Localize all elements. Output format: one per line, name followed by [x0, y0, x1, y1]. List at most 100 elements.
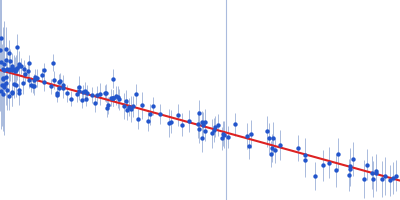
Point [24, 69, 31, 73]
Point [56, 87, 62, 90]
Point [333, 169, 340, 172]
Point [7, 60, 14, 63]
Point [60, 83, 66, 86]
Point [347, 168, 353, 171]
Point [9, 90, 15, 93]
Point [212, 125, 218, 128]
Point [200, 123, 206, 127]
Point [110, 77, 116, 80]
Point [84, 92, 90, 95]
Point [7, 67, 14, 71]
Point [244, 134, 250, 137]
Point [11, 82, 17, 86]
Point [196, 127, 202, 131]
Point [76, 89, 83, 92]
Point [76, 85, 82, 89]
Point [68, 97, 74, 100]
Point [139, 104, 145, 107]
Point [196, 111, 203, 114]
Point [248, 132, 254, 136]
Point [32, 75, 38, 78]
Point [277, 143, 284, 146]
Point [312, 175, 318, 178]
Point [6, 95, 12, 98]
Point [21, 67, 27, 71]
Point [245, 145, 252, 148]
Point [268, 152, 274, 155]
Point [0, 60, 4, 63]
Point [113, 94, 120, 97]
Point [50, 78, 57, 81]
Point [14, 46, 20, 49]
Point [126, 106, 132, 109]
Point [150, 104, 156, 108]
Point [215, 124, 222, 127]
Point [3, 75, 9, 78]
Point [13, 83, 19, 87]
Point [199, 136, 206, 140]
Point [393, 174, 400, 177]
Point [270, 136, 276, 140]
Point [26, 78, 32, 82]
Point [34, 76, 40, 80]
Point [4, 89, 10, 92]
Point [31, 84, 37, 88]
Point [0, 92, 7, 95]
Point [0, 37, 4, 40]
Point [373, 171, 379, 174]
Point [48, 85, 54, 88]
Point [41, 69, 47, 72]
Point [80, 90, 86, 94]
Point [109, 97, 116, 100]
Point [168, 120, 174, 123]
Point [79, 99, 86, 102]
Point [211, 128, 217, 131]
Point [30, 85, 36, 88]
Point [157, 112, 163, 116]
Point [135, 118, 142, 121]
Point [145, 119, 151, 122]
Point [146, 113, 153, 116]
Point [221, 133, 227, 136]
Point [22, 72, 29, 75]
Point [82, 90, 88, 93]
Point [64, 92, 70, 95]
Point [264, 130, 270, 133]
Point [110, 96, 116, 100]
Point [128, 107, 134, 111]
Point [16, 91, 22, 94]
Point [4, 67, 11, 70]
Point [40, 80, 47, 84]
Point [49, 61, 56, 64]
Point [39, 73, 45, 77]
Point [104, 106, 111, 109]
Point [28, 83, 34, 86]
Point [272, 149, 278, 152]
Point [218, 137, 225, 140]
Point [350, 157, 356, 161]
Point [6, 68, 12, 71]
Point [0, 77, 6, 80]
Point [12, 69, 18, 72]
Point [74, 92, 80, 95]
Point [220, 132, 226, 135]
Point [347, 164, 353, 168]
Point [88, 93, 95, 97]
Point [82, 97, 89, 101]
Point [387, 179, 394, 182]
Point [133, 93, 140, 96]
Point [1, 83, 8, 86]
Point [179, 123, 185, 126]
Point [96, 93, 103, 96]
Point [231, 123, 238, 126]
Point [16, 64, 22, 67]
Point [124, 108, 130, 111]
Point [14, 66, 20, 69]
Point [382, 174, 388, 178]
Point [92, 101, 98, 105]
Point [9, 64, 15, 67]
Point [326, 161, 332, 164]
Point [174, 114, 181, 117]
Point [54, 93, 61, 96]
Point [115, 95, 121, 99]
